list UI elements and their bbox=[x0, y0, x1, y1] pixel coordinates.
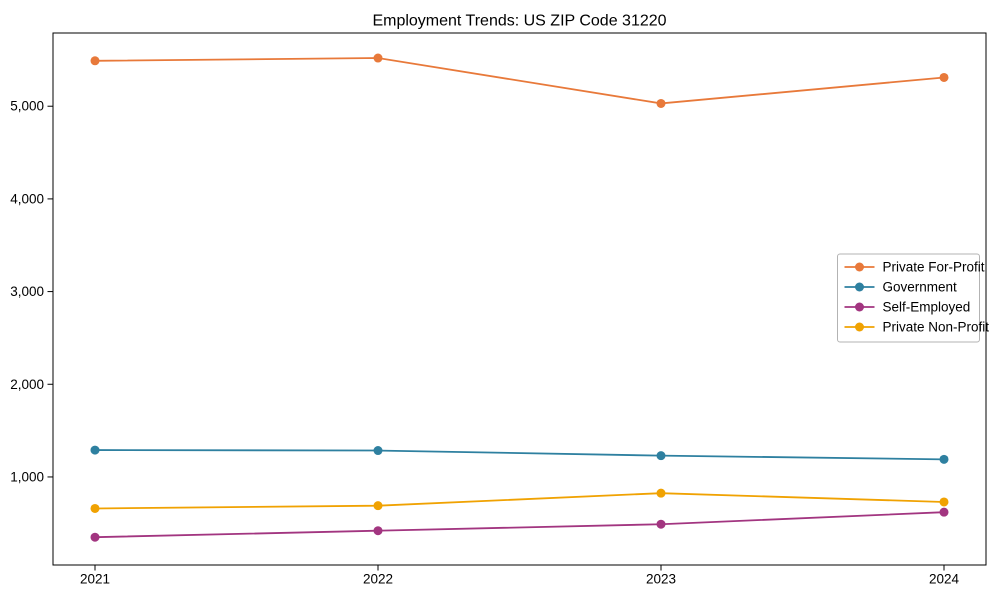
data-point-self-employed bbox=[90, 532, 100, 542]
data-point-private-for-profit bbox=[939, 72, 949, 82]
data-point-private-for-profit bbox=[90, 56, 100, 66]
data-point-self-employed bbox=[656, 519, 666, 529]
y-axis-tick-label: 4,000 bbox=[10, 191, 44, 206]
legend-swatch-marker-private-non-profit bbox=[855, 322, 864, 332]
x-axis-tick-label: 2021 bbox=[80, 572, 110, 587]
series-line-government bbox=[94, 449, 945, 461]
legend-label-self-employed: Self-Employed bbox=[883, 300, 971, 315]
chart-title: Employment Trends: US ZIP Code 31220 bbox=[372, 13, 666, 30]
x-axis-tick-label: 2024 bbox=[929, 572, 960, 587]
axes-spines bbox=[52, 32, 987, 566]
data-point-government bbox=[90, 445, 100, 455]
series-line-private-for-profit bbox=[94, 57, 945, 105]
y-axis-tick-label: 3,000 bbox=[10, 284, 44, 299]
series-line-self-employed bbox=[94, 511, 945, 539]
series-line-private-non-profit bbox=[94, 492, 945, 510]
legend-swatch-marker-self-employed bbox=[855, 302, 864, 312]
data-point-government bbox=[373, 446, 383, 456]
legend-swatch-marker-government bbox=[855, 282, 864, 292]
x-axis-tick-label: 2023 bbox=[646, 572, 676, 587]
data-point-private-for-profit bbox=[373, 53, 383, 63]
y-axis-tick-label: 2,000 bbox=[10, 377, 44, 392]
legend-box bbox=[837, 253, 980, 343]
data-point-private-for-profit bbox=[656, 98, 666, 108]
x-axis-tick-label: 2022 bbox=[363, 572, 393, 587]
data-point-self-employed bbox=[373, 526, 383, 536]
data-point-private-non-profit bbox=[373, 501, 383, 511]
legend-label-government: Government bbox=[883, 280, 958, 295]
legend-swatch-marker-private-for-profit bbox=[855, 262, 864, 272]
data-point-private-non-profit bbox=[656, 488, 666, 498]
y-axis-tick-label: 1,000 bbox=[10, 469, 44, 484]
y-axis-tick-label: 5,000 bbox=[10, 99, 44, 114]
data-point-self-employed bbox=[939, 507, 949, 517]
data-point-government bbox=[939, 454, 949, 464]
legend-label-private-non-profit: Private Non-Profit bbox=[883, 320, 990, 335]
data-point-government bbox=[656, 451, 666, 461]
data-point-private-non-profit bbox=[90, 503, 100, 513]
data-point-private-non-profit bbox=[939, 497, 949, 507]
legend-label-private-for-profit: Private For-Profit bbox=[883, 260, 985, 275]
